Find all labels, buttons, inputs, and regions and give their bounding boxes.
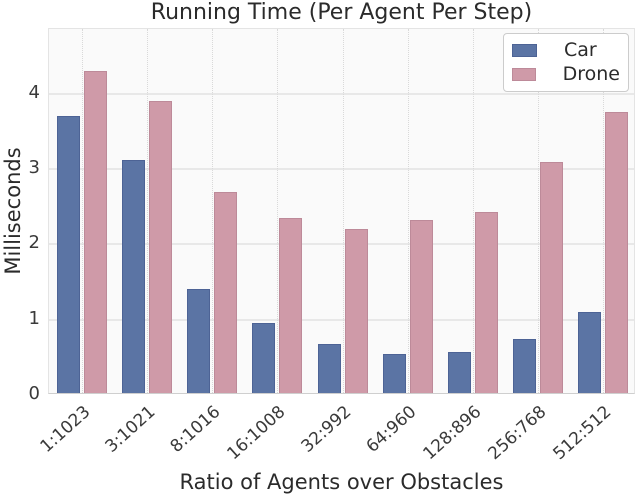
x-gridline — [407, 29, 409, 393]
y-gridline — [49, 243, 634, 246]
x-gridline — [212, 29, 214, 393]
bar-car-3:1021 — [121, 159, 145, 393]
x-gridline — [472, 29, 474, 393]
bar-car-8:1016 — [187, 289, 211, 393]
bar-drone-256:768 — [540, 161, 564, 393]
bar-drone-3:1021 — [148, 100, 172, 393]
x-gridline — [603, 29, 605, 393]
bar-car-256:768 — [513, 338, 537, 393]
bar-drone-128:896 — [474, 212, 498, 393]
bar-drone-1:1023 — [83, 70, 107, 393]
legend: Car Drone — [503, 33, 629, 92]
bar-car-16:1008 — [252, 322, 276, 393]
x-gridline — [81, 29, 83, 393]
bar-drone-8:1016 — [214, 191, 238, 393]
y-tick-label: 3 — [28, 157, 40, 179]
y-tick-label: 1 — [28, 307, 40, 329]
y-tick-label: 0 — [28, 383, 40, 404]
legend-label-car: Car — [564, 39, 597, 61]
bar-drone-64:960 — [409, 219, 433, 393]
y-gridline — [49, 168, 634, 171]
legend-label-drone: Drone — [562, 63, 620, 85]
bar-drone-512:512 — [605, 112, 629, 393]
bar-car-128:896 — [447, 351, 471, 393]
x-gridline — [342, 29, 344, 393]
chart-title: Running Time (Per Agent Per Step) — [150, 0, 533, 25]
y-gridline — [49, 318, 634, 321]
x-gridline — [146, 29, 148, 393]
drone-series-swatch — [512, 68, 536, 81]
x-gridline — [277, 29, 279, 393]
legend-item-drone: Drone — [512, 65, 620, 84]
legend-item-car: Car — [512, 41, 620, 60]
y-tick-label: 2 — [28, 232, 40, 254]
bar-drone-16:1008 — [279, 217, 303, 393]
x-gridline — [538, 29, 540, 393]
bar-car-64:960 — [382, 353, 406, 393]
y-tick-label: 4 — [28, 81, 40, 103]
y-gridline — [49, 92, 634, 95]
bar-car-32:992 — [317, 344, 341, 393]
bar-drone-32:992 — [344, 228, 368, 393]
bar-car-512:512 — [578, 312, 602, 393]
bar-car-1:1023 — [56, 115, 80, 393]
x-axis-label: Ratio of Agents over Obstacles — [179, 470, 504, 494]
car-series-swatch — [512, 44, 537, 57]
